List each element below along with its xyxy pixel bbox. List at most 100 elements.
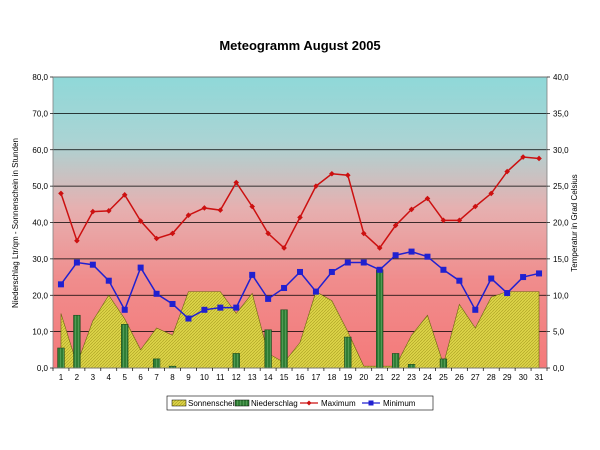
minimum-point xyxy=(89,261,96,268)
x-axis-ticks: 1 2 3 4 5 6 7 8 9 10 11 12 13 14 15 16 17 18 19 20 21 22 23 24 2… xyxy=(52,368,548,382)
x-tick-label: 12 xyxy=(232,373,241,382)
legend-label-precipitation: Niederschlag xyxy=(251,399,298,408)
minimum-point xyxy=(344,259,351,266)
x-tick-label: 5 xyxy=(122,373,127,382)
legend-label-sunshine: Sonnenschein xyxy=(188,399,239,408)
legend-swatch-sunshine xyxy=(171,399,187,407)
right-tick-label: 25,0 xyxy=(553,182,569,191)
left-tick-label: 50,0 xyxy=(32,182,48,191)
x-tick-label: 26 xyxy=(455,373,464,382)
left-tick-label: 30,0 xyxy=(32,255,48,264)
precipitation-bar xyxy=(280,309,288,369)
precipitation-bar xyxy=(391,353,400,369)
right-tick-label: 5,0 xyxy=(553,328,565,337)
minimum-point xyxy=(360,259,367,266)
legend: Sonnenschein Niederschlag Maximum Minimu… xyxy=(166,395,434,411)
minimum-point xyxy=(217,304,224,311)
maximum-point xyxy=(121,192,128,198)
precipitation-bar xyxy=(407,364,416,369)
minimum-point xyxy=(392,252,399,259)
left-axis-ticks: 0,0 10,0 20,0 30,0 40,0 50,0 60,0 70,0 80,0 xyxy=(32,73,53,373)
x-tick-label: 21 xyxy=(375,373,384,382)
sunshine-area xyxy=(60,291,540,369)
maximum-point xyxy=(376,245,383,251)
minimum-point xyxy=(73,259,80,266)
maximum-point xyxy=(105,208,112,214)
x-tick-label: 17 xyxy=(311,373,320,382)
maximum-point xyxy=(169,230,176,237)
x-tick-label: 1 xyxy=(59,373,64,382)
x-tick-label: 6 xyxy=(138,373,143,382)
maximum-point xyxy=(74,237,80,244)
right-tick-label: 15,0 xyxy=(553,255,569,264)
minimum-point xyxy=(297,268,303,275)
minimum-point xyxy=(456,277,463,284)
minimum-point xyxy=(201,306,208,313)
precipitation-bar xyxy=(57,347,65,369)
maximum-point xyxy=(90,208,96,215)
maximum-point xyxy=(488,190,495,197)
x-tick-label: 25 xyxy=(439,373,448,382)
temperature-line-layer xyxy=(57,154,543,322)
minimum-point xyxy=(440,266,447,273)
x-tick-label: 4 xyxy=(107,373,112,382)
right-tick-label: 0,0 xyxy=(553,364,565,373)
maximum-point xyxy=(472,203,479,210)
minimum-point xyxy=(265,295,272,302)
legend-label-maximum: Maximum xyxy=(321,399,356,408)
x-tick-label: 20 xyxy=(359,373,368,382)
maximum-point xyxy=(345,172,351,179)
minimum-point xyxy=(169,300,176,307)
x-tick-label: 9 xyxy=(186,373,191,382)
right-axis-ticks: 0,0 5,0 10,0 15,0 20,0 25,0 30,0 35,0 40,0 xyxy=(547,73,569,373)
chart-title: Meteogramm August 2005 xyxy=(219,38,380,53)
x-tick-label: 19 xyxy=(343,373,352,382)
legend-marker-minimum xyxy=(368,400,374,406)
precipitation-bar xyxy=(232,353,240,369)
precipitation-bar xyxy=(344,336,352,369)
left-tick-label: 40,0 xyxy=(32,219,48,228)
minimum-point xyxy=(185,315,192,322)
maximum-point xyxy=(504,168,510,175)
minimum-point xyxy=(328,268,335,275)
left-tick-label: 0,0 xyxy=(37,364,49,373)
right-axis-label: Temperatur in Grad Celsius xyxy=(570,174,579,271)
precipitation-bar xyxy=(264,329,272,369)
minimum-point xyxy=(153,290,160,297)
right-tick-label: 10,0 xyxy=(553,291,569,300)
minimum-point xyxy=(249,271,256,278)
maximum-point xyxy=(360,230,367,237)
x-tick-label: 13 xyxy=(248,373,257,382)
x-tick-label: 7 xyxy=(154,373,159,382)
x-tick-label: 10 xyxy=(200,373,209,382)
precipitation-bar xyxy=(152,358,161,369)
minimum-point xyxy=(105,277,112,284)
x-tick-label: 24 xyxy=(423,373,432,382)
right-tick-label: 30,0 xyxy=(553,146,569,155)
maximum-point xyxy=(201,205,208,211)
x-tick-label: 3 xyxy=(91,373,96,382)
minimum-point xyxy=(376,266,383,273)
maximum-point xyxy=(456,217,463,224)
left-tick-label: 20,0 xyxy=(32,291,48,300)
right-tick-label: 20,0 xyxy=(553,219,569,228)
x-tick-label: 23 xyxy=(407,373,416,382)
x-tick-label: 15 xyxy=(280,373,289,382)
legend-label-minimum: Minimum xyxy=(383,399,416,408)
x-tick-label: 11 xyxy=(216,373,225,382)
x-tick-label: 2 xyxy=(75,373,80,382)
sunshine-area-layer xyxy=(60,291,540,369)
right-tick-label: 35,0 xyxy=(553,109,569,118)
minimum-point xyxy=(281,284,288,291)
precipitation-bar xyxy=(121,324,129,369)
x-tick-label: 29 xyxy=(503,373,512,382)
minimum-point xyxy=(233,304,240,311)
maximum-point xyxy=(185,212,192,219)
right-tick-label: 40,0 xyxy=(553,73,569,82)
maximum-point xyxy=(137,218,144,224)
maximum-point xyxy=(281,245,287,251)
maximum-point xyxy=(153,235,160,242)
precipitation-bar xyxy=(376,269,384,369)
